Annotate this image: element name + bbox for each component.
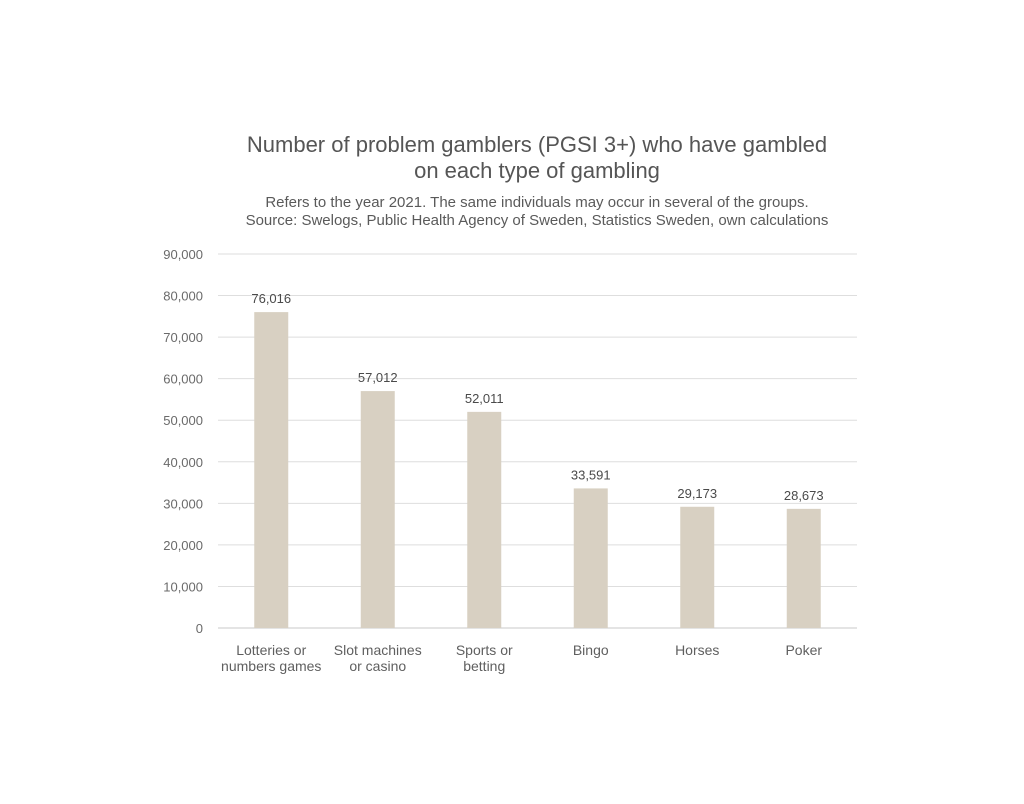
y-tick-label: 80,000 (163, 289, 203, 304)
x-tick-label: Slot machines (334, 642, 422, 658)
y-tick-label: 30,000 (163, 496, 203, 511)
bar (254, 312, 289, 628)
x-tick-label: Horses (675, 642, 719, 658)
data-label: 29,173 (677, 486, 717, 501)
y-tick-label: 40,000 (163, 455, 203, 470)
y-tick-label: 70,000 (163, 330, 203, 345)
bar (680, 506, 715, 628)
data-labels: 76,016 57,012 52,011 33,591 29,173 28,673 (251, 291, 823, 503)
x-tick-label: Sports or (456, 642, 513, 658)
chart-subtitle: Refers to the year 2021. The same indivi… (246, 194, 829, 229)
bars (254, 312, 821, 628)
y-tick-label: 60,000 (163, 372, 203, 387)
bar (467, 411, 502, 628)
bar (573, 488, 608, 628)
gridlines (218, 253, 857, 629)
y-tick-label: 10,000 (163, 579, 203, 594)
x-tick-label: betting (463, 658, 505, 674)
chart-subtitle-line: Refers to the year 2021. The same indivi… (265, 194, 808, 211)
y-axis-ticks: 0 10,000 20,000 30,000 40,000 50,000 60,000 70,… (163, 247, 203, 636)
chart-title-line: Number of problem gamblers (PGSI 3+) who… (247, 132, 827, 157)
x-tick-label: or casino (349, 658, 406, 674)
data-label: 76,016 (251, 291, 291, 306)
x-tick-label: Lotteries or (236, 642, 306, 658)
data-label: 33,591 (571, 467, 611, 482)
chart-title-line: on each type of gambling (414, 158, 660, 183)
bar (360, 391, 395, 628)
chart-subtitle-line: Source: Swelogs, Public Health Agency of… (246, 212, 829, 229)
y-tick-label: 20,000 (163, 538, 203, 553)
y-tick-label: 50,000 (163, 413, 203, 428)
x-tick-label: Poker (785, 642, 822, 658)
data-label: 52,011 (465, 391, 504, 406)
chart-title: Number of problem gamblers (PGSI 3+) who… (247, 132, 827, 183)
data-label: 57,012 (358, 370, 398, 385)
y-tick-label: 0 (196, 621, 203, 636)
y-tick-label: 90,000 (163, 247, 203, 262)
data-label: 28,673 (784, 488, 824, 503)
bar (786, 508, 821, 628)
x-tick-label: Bingo (573, 642, 609, 658)
x-tick-label: numbers games (221, 658, 321, 674)
